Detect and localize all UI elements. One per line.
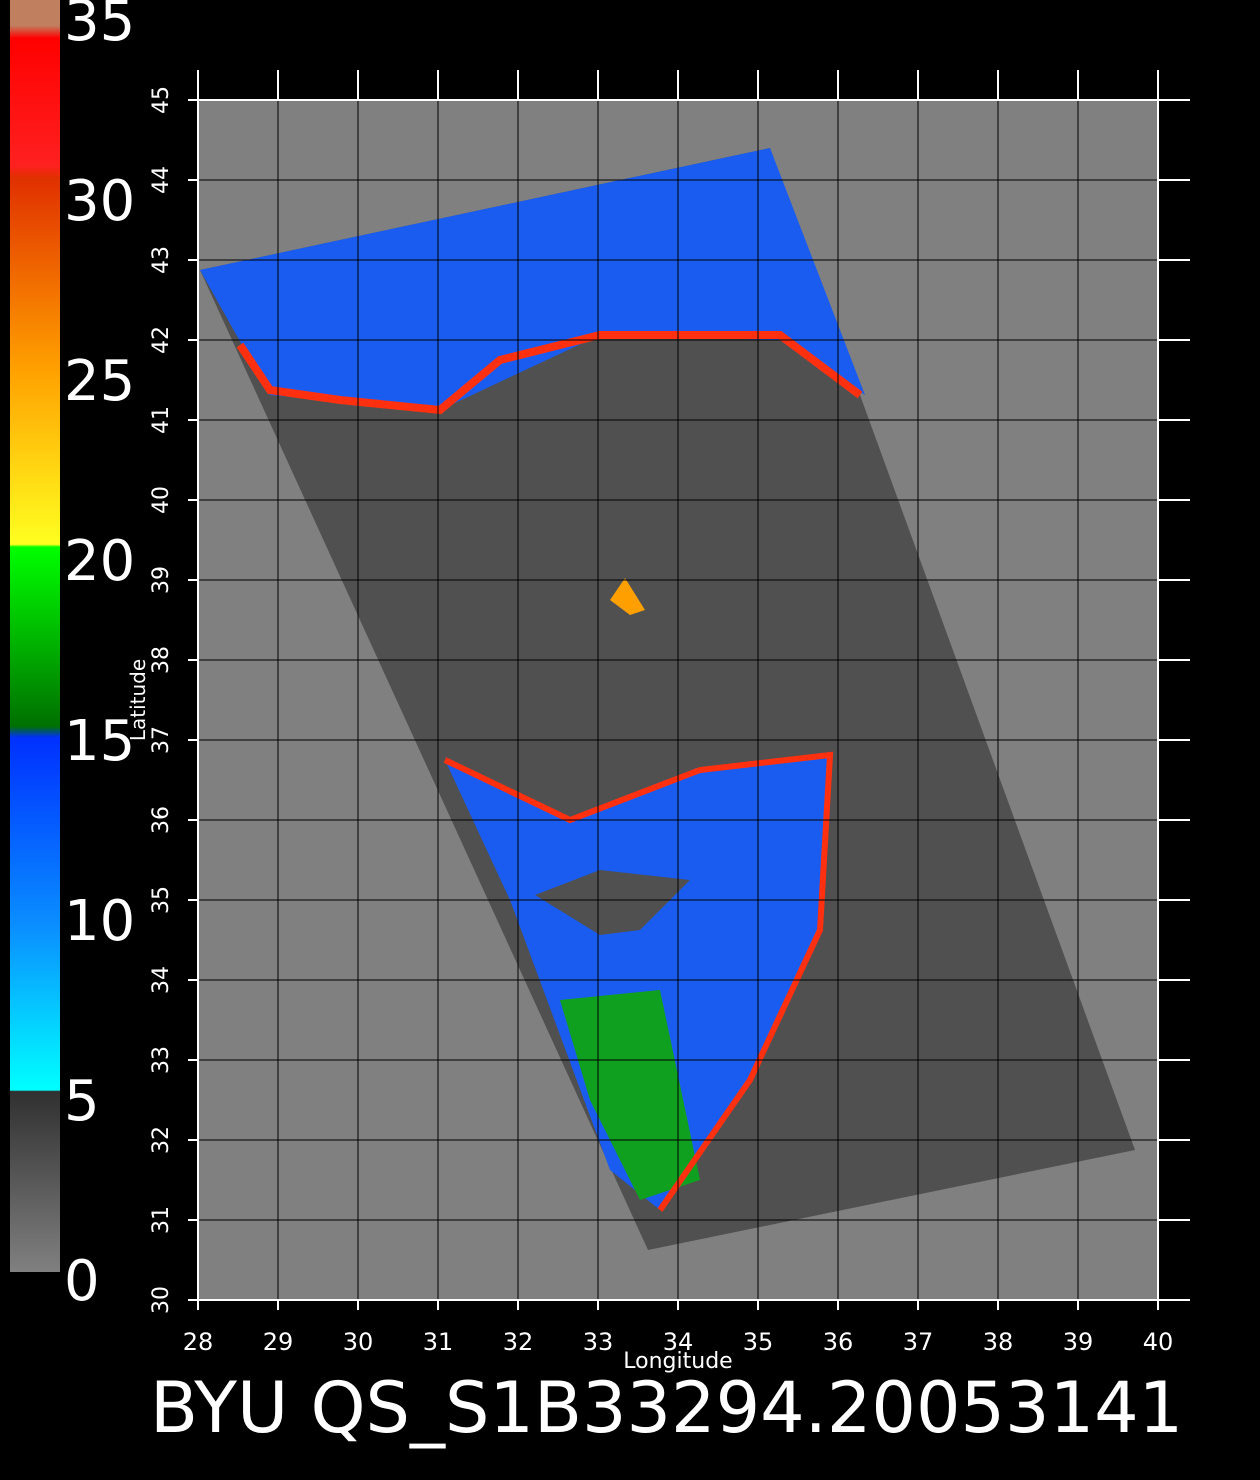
x-tick-label: 29: [263, 1328, 294, 1356]
x-tick-label: 37: [903, 1328, 934, 1356]
land-green: [560, 990, 700, 1200]
colorbar-label: 15: [64, 709, 135, 774]
y-tick-label: 38: [149, 646, 174, 674]
y-axis-label: Latitude: [126, 659, 150, 741]
y-tick-label: 39: [149, 566, 174, 594]
y-tick-label: 32: [149, 1126, 174, 1154]
x-tick-label: 28: [183, 1328, 214, 1356]
y-tick-label: 33: [149, 1046, 174, 1074]
colorbar: [10, 0, 60, 1272]
colorbar-label: 0: [64, 1249, 100, 1314]
x-tick-label: 30: [343, 1328, 374, 1356]
y-tick-label: 41: [149, 406, 174, 434]
x-tick-label: 33: [583, 1328, 614, 1356]
map-frame: [197, 99, 1159, 1301]
x-tick-label: 38: [983, 1328, 1014, 1356]
x-tick-label: 31: [423, 1328, 454, 1356]
x-axis-label: Longitude: [623, 1349, 732, 1374]
x-tick-label: 34: [663, 1328, 694, 1356]
y-tick-label: 42: [149, 326, 174, 354]
colorbar-label: 35: [64, 0, 135, 54]
x-tick-label: 32: [503, 1328, 534, 1356]
island-crimea: [610, 578, 645, 615]
x-tick-label: 35: [743, 1328, 774, 1356]
colorbar-label: 10: [64, 889, 135, 954]
y-tick-label: 36: [149, 806, 174, 834]
y-tick-label: 34: [149, 966, 174, 994]
y-tick-label: 35: [149, 886, 174, 914]
y-tick-label: 44: [149, 166, 174, 194]
x-tick-label: 40: [1143, 1328, 1174, 1356]
colorbar-label: 20: [64, 529, 135, 594]
x-tick-label: 36: [823, 1328, 854, 1356]
y-tick-label: 45: [149, 86, 174, 114]
sea-north: [200, 148, 865, 410]
coast-north: [236, 331, 863, 415]
y-tick-label: 43: [149, 246, 174, 274]
colorbar-label: 5: [64, 1069, 100, 1134]
y-tick-label: 30: [149, 1286, 174, 1314]
y-tick-label: 31: [149, 1206, 174, 1234]
swath: [200, 148, 1135, 1250]
title: BYU QS_S1B33294.20053141: [150, 1367, 1183, 1449]
y-tick-label: 37: [149, 726, 174, 754]
x-tick-label: 39: [1063, 1328, 1094, 1356]
colorbar-label: 30: [64, 169, 135, 234]
colorbar-label: 25: [64, 349, 135, 414]
y-tick-label: 40: [149, 486, 174, 514]
island: [535, 870, 690, 935]
sea-south: [445, 755, 830, 1210]
